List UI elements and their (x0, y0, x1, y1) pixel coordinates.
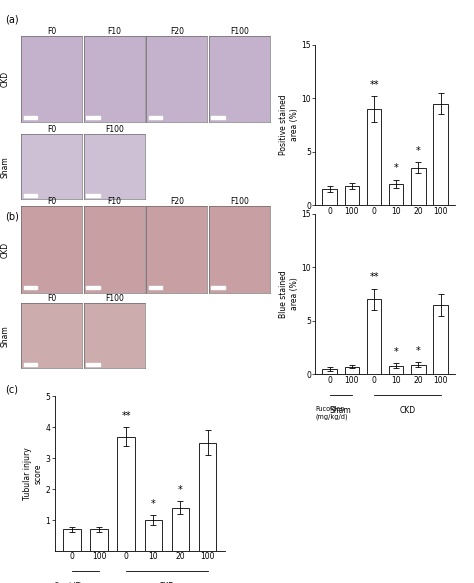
Bar (145, 520, 162, 551)
Bar (24, 194, 37, 197)
Bar (389, 184, 403, 205)
Bar (172, 508, 189, 551)
Bar (118, 437, 135, 551)
Text: Fucoidan
(mg/kg/d): Fucoidan (mg/kg/d) (315, 406, 348, 420)
Bar (86, 194, 100, 197)
Y-axis label: Blue stained
area (%): Blue stained area (%) (279, 271, 299, 318)
Bar (345, 367, 359, 374)
Text: *: * (394, 163, 399, 173)
Text: Sham: Sham (330, 237, 352, 246)
Bar (24, 115, 37, 119)
Text: (a): (a) (5, 15, 18, 24)
Text: *: * (151, 499, 156, 509)
Bar (91, 529, 108, 551)
Bar (322, 369, 337, 374)
Text: *: * (416, 146, 421, 156)
Y-axis label: Tubular injury
score: Tubular injury score (23, 447, 43, 500)
Text: (c): (c) (5, 385, 18, 395)
Text: CKD: CKD (0, 241, 9, 258)
Text: Sham: Sham (75, 582, 97, 583)
Bar (433, 305, 448, 374)
Bar (211, 286, 225, 289)
Bar (389, 366, 403, 374)
Bar (411, 365, 426, 374)
Title: F100: F100 (230, 197, 249, 206)
Text: Fucoidan
(mg/kg/d): Fucoidan (mg/kg/d) (55, 582, 87, 583)
Text: CKD: CKD (399, 237, 415, 246)
Title: F0: F0 (47, 125, 56, 134)
Y-axis label: Positive stained
area (%): Positive stained area (%) (279, 95, 299, 155)
Title: F100: F100 (105, 125, 124, 134)
Text: **: ** (369, 272, 379, 282)
Title: F0: F0 (47, 197, 56, 206)
Bar (433, 104, 448, 205)
Text: CKD: CKD (399, 406, 415, 415)
Bar (86, 363, 100, 366)
Text: **: ** (369, 80, 379, 90)
Bar (411, 168, 426, 205)
Text: *: * (178, 485, 183, 496)
Text: *: * (394, 347, 399, 357)
Title: F10: F10 (107, 27, 121, 36)
Title: F100: F100 (105, 294, 124, 303)
Title: F10: F10 (107, 197, 121, 206)
Text: (b): (b) (5, 211, 18, 221)
Text: Sham: Sham (330, 406, 352, 415)
Bar (322, 189, 337, 205)
Title: F20: F20 (170, 197, 184, 206)
Bar (345, 186, 359, 205)
Text: *: * (416, 346, 421, 356)
Text: **: ** (121, 411, 131, 421)
Bar (367, 109, 381, 205)
Bar (24, 286, 37, 289)
Text: CKD: CKD (159, 582, 175, 583)
Bar (86, 115, 100, 119)
Text: Fucoidan
(mg/kg/d): Fucoidan (mg/kg/d) (315, 237, 348, 251)
Title: F0: F0 (47, 294, 56, 303)
Bar (211, 115, 225, 119)
Text: Sham: Sham (0, 156, 9, 178)
Title: F0: F0 (47, 27, 56, 36)
Bar (367, 300, 381, 374)
Bar (86, 286, 100, 289)
Bar (149, 286, 162, 289)
Bar (149, 115, 162, 119)
Text: Sham: Sham (0, 325, 9, 347)
Title: F20: F20 (170, 27, 184, 36)
Text: CKD: CKD (0, 71, 9, 87)
Bar (199, 443, 216, 551)
Title: F100: F100 (230, 27, 249, 36)
Bar (24, 363, 37, 366)
Bar (64, 529, 81, 551)
